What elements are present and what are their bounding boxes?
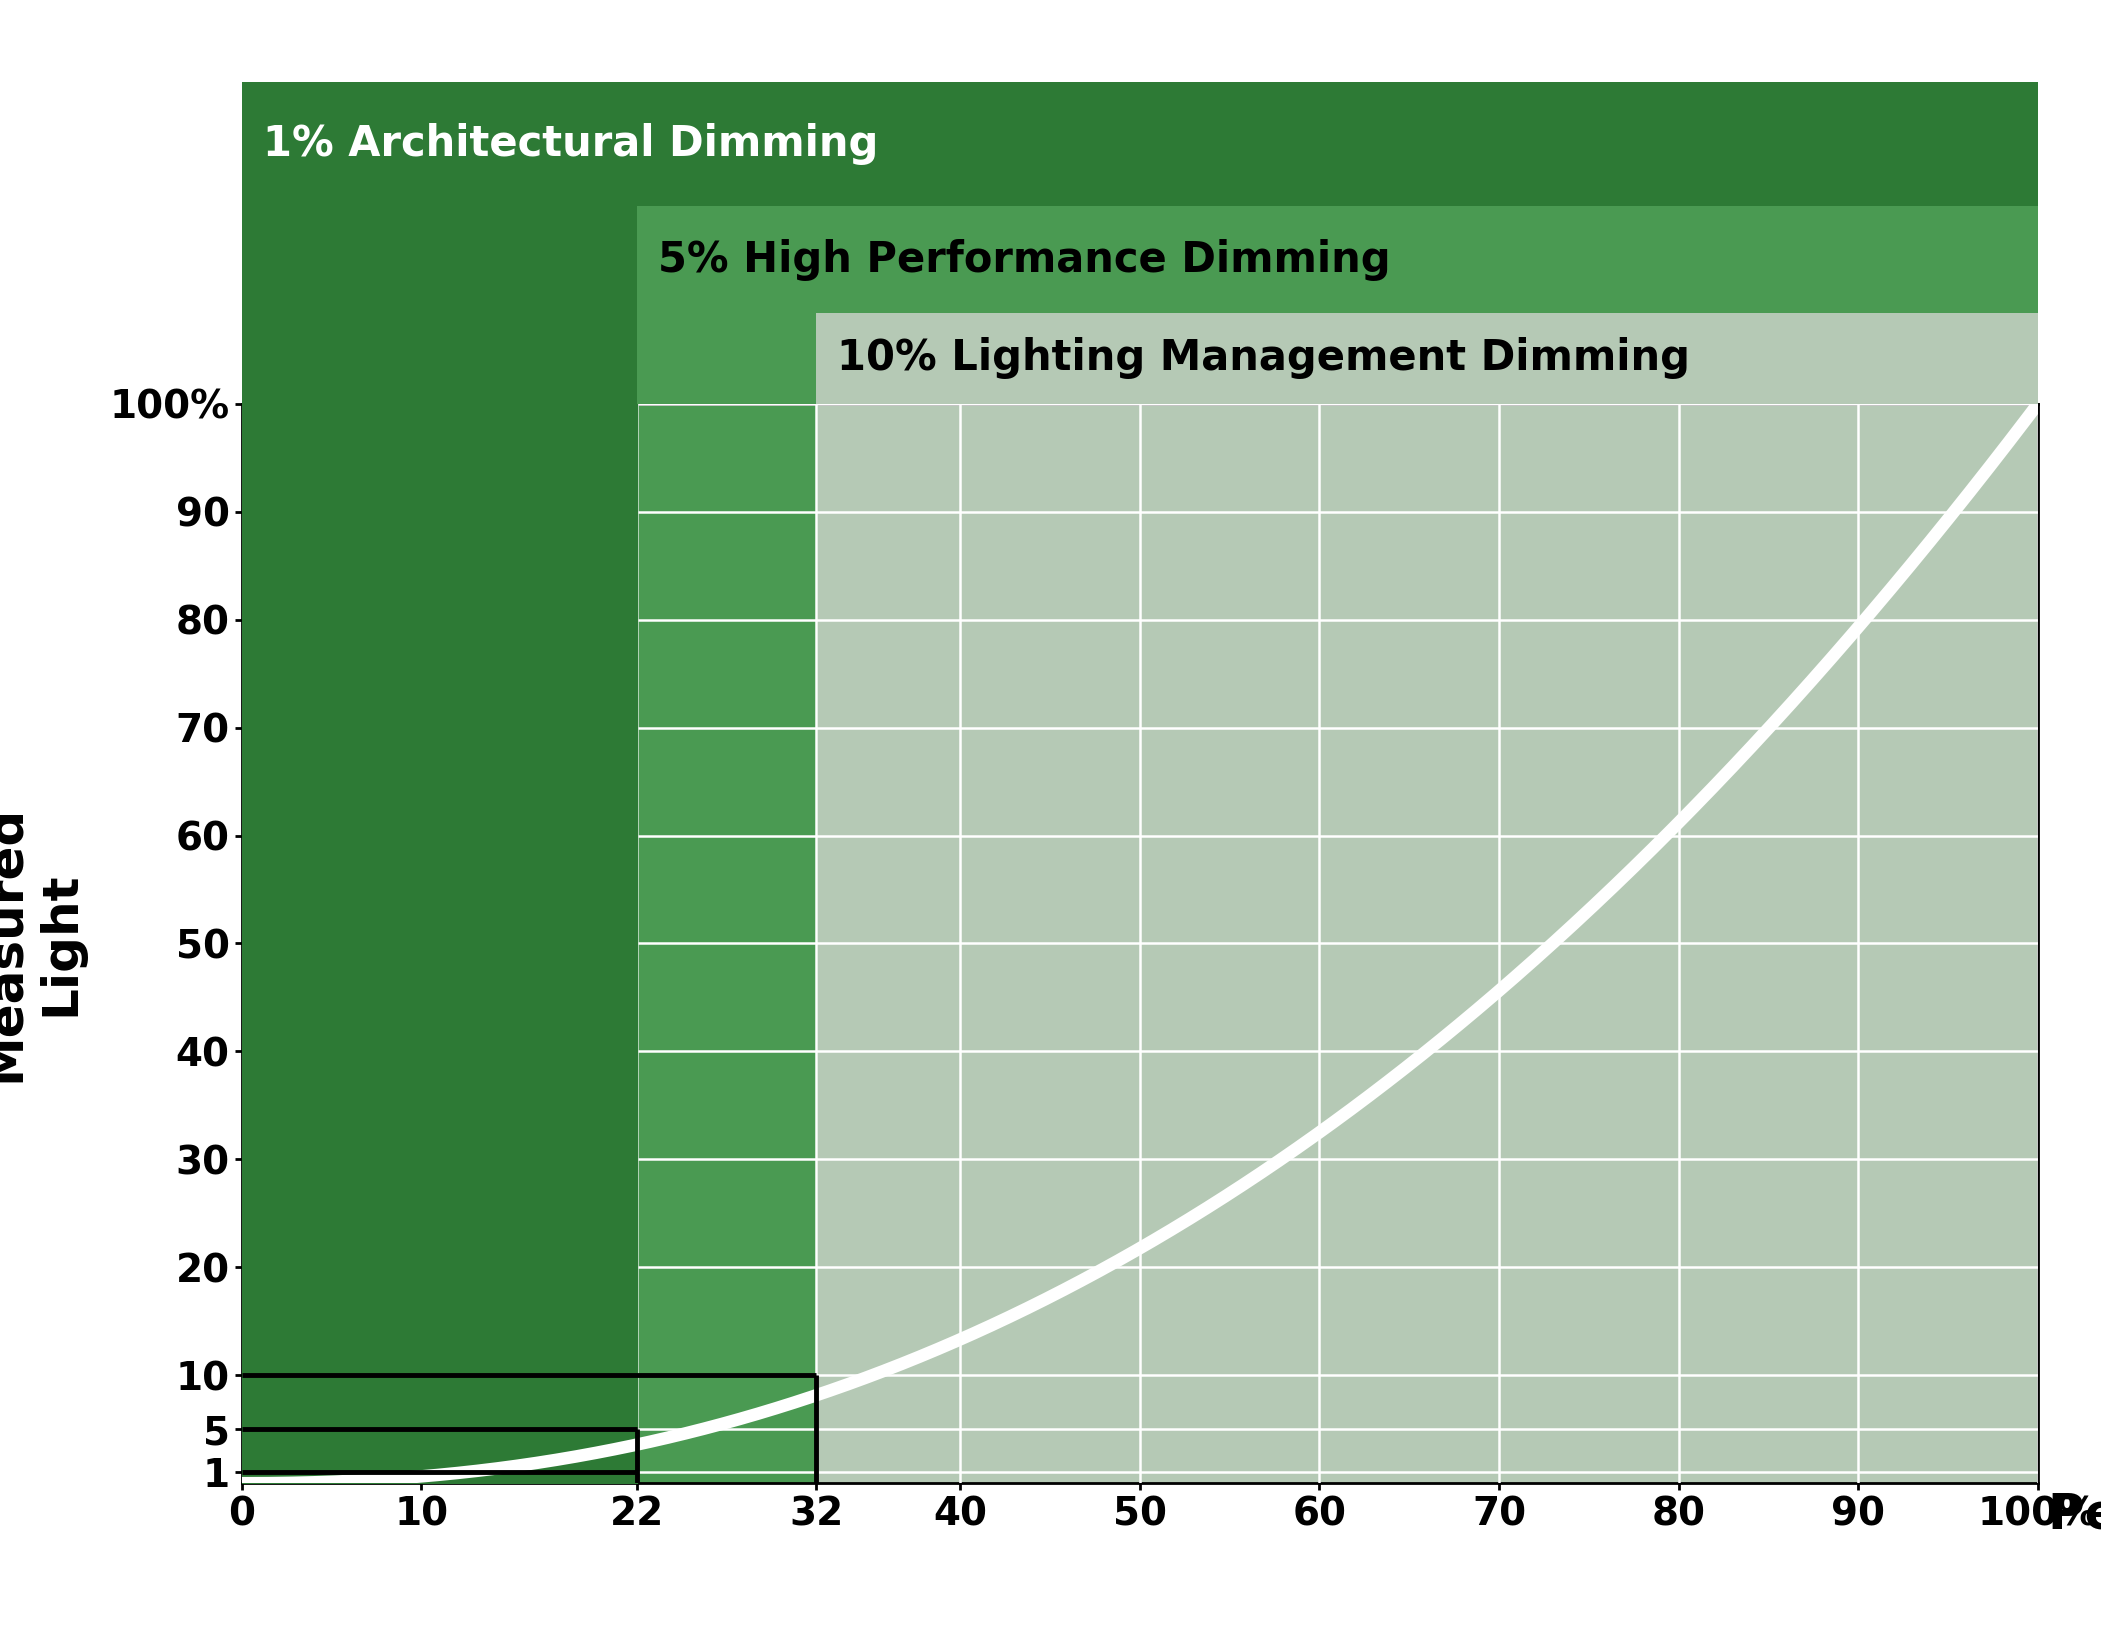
Text: Perceived Light: Perceived Light: [2048, 1491, 2101, 1539]
Text: 1% Architectural Dimming: 1% Architectural Dimming: [263, 124, 878, 165]
Text: 5% High Performance Dimming: 5% High Performance Dimming: [658, 239, 1391, 280]
Text: 10% Lighting Management Dimming: 10% Lighting Management Dimming: [838, 338, 1691, 379]
Y-axis label: Measured
Light: Measured Light: [0, 804, 84, 1083]
